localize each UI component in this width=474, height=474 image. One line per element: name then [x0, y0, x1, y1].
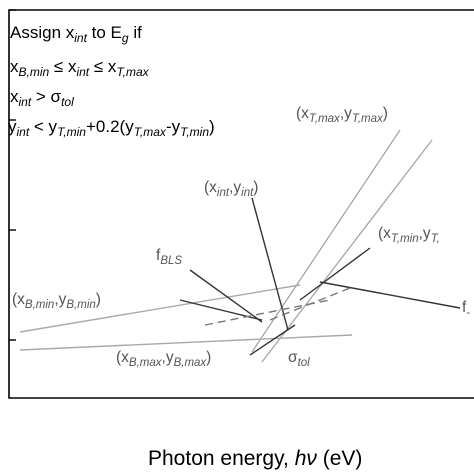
- baseline-upper: [19, 284, 301, 333]
- bmin-leader: [179, 299, 263, 321]
- condition-line-2: xB,min ≤ xint ≤ xT,max: [10, 57, 150, 79]
- annotation-b-min: (xB,min,yB,min): [12, 291, 101, 311]
- fbls-leader: [189, 269, 263, 323]
- x-axis-label: Photon energy, hν (eV): [148, 447, 362, 470]
- annotation-fbls: fBLS: [156, 247, 182, 267]
- annotation-t-min: (xT,min,yT,: [378, 225, 440, 245]
- bmax-leader: [249, 324, 296, 356]
- baseline-lower: [19, 334, 353, 351]
- condition-line-1: Assign xint to Eg if: [10, 23, 142, 45]
- f-leader: [319, 281, 461, 309]
- annotation-sigma: σtol: [288, 349, 310, 369]
- t-line-left: [251, 129, 401, 353]
- condition-line-4: yint < yT,min+0.2(yT,max-yT,min): [8, 117, 215, 139]
- guide-lines: [19, 129, 461, 363]
- annotation-t-max: (xT,max,yT,max): [296, 105, 388, 125]
- condition-line-3: xint > σtol: [10, 87, 74, 109]
- tmin-leader: [299, 247, 371, 301]
- plot-frame: [8, 9, 474, 399]
- annotation-int: (xint,yint): [204, 179, 258, 199]
- dashed-2: [269, 287, 351, 321]
- annotation-f-right: f-: [462, 299, 470, 319]
- annotation-b-max: (xB,max,yB,max): [116, 349, 211, 369]
- t-line-right: [261, 139, 433, 363]
- y-ticks: [9, 9, 16, 341]
- int-leader: [251, 197, 289, 331]
